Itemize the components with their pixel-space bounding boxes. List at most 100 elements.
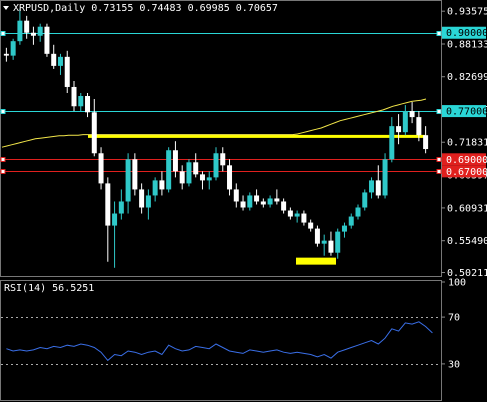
- candle-4: [30, 26, 36, 45]
- candle-24: [166, 147, 172, 193]
- candle-35: [240, 195, 246, 211]
- rsi-series-line: [6, 321, 433, 362]
- candle-41: [281, 198, 287, 214]
- candle-body: [375, 180, 381, 196]
- candle-20: [139, 183, 145, 214]
- rsi-line: [6, 321, 433, 362]
- candle-28: [193, 153, 199, 178]
- level-label-box: [442, 26, 486, 39]
- candle-46: [314, 225, 320, 247]
- candle-body: [355, 207, 361, 217]
- level-handle-right-0.77000: [436, 109, 442, 114]
- price-axis: 0.935750.881330.826990.772650.718310.663…: [441, 7, 487, 279]
- rsi-panel-frame: [0, 280, 442, 401]
- rsi-reference-levels: [1, 317, 441, 365]
- candle-body: [139, 189, 145, 208]
- candle-61: [416, 111, 422, 142]
- price-tick-label: 0.71831: [447, 138, 487, 149]
- candle-57: [389, 117, 395, 163]
- candle-45: [308, 219, 314, 232]
- candle-body: [71, 86, 77, 107]
- collapse-arrow-icon[interactable]: [3, 6, 9, 10]
- level-label-text: 0.90000: [446, 28, 487, 39]
- candle-body: [287, 210, 293, 217]
- candle-44: [301, 210, 307, 226]
- moving-average-line: [1, 98, 427, 148]
- highlight-zone-0: [88, 134, 425, 138]
- candle-14: [98, 147, 104, 190]
- candle-52: [355, 204, 361, 220]
- candle-10: [71, 80, 77, 112]
- candle-body: [267, 198, 273, 205]
- rsi-tick-label: 30: [448, 359, 460, 370]
- candle-body: [362, 192, 368, 208]
- candle-58: [396, 114, 402, 145]
- candlestick-series: [3, 8, 429, 268]
- candle-32: [220, 147, 226, 172]
- candle-3: [24, 15, 30, 39]
- candle-53: [362, 189, 368, 211]
- candle-body: [227, 165, 233, 190]
- candle-body: [30, 32, 36, 36]
- level-handle-left-0.69000: [0, 157, 6, 162]
- candle-body: [423, 135, 429, 150]
- candle-body: [254, 195, 260, 202]
- rsi-axis: 100 70 30: [441, 278, 466, 370]
- candle-body: [172, 150, 178, 172]
- candle-15: [105, 177, 111, 262]
- candle-body: [199, 174, 205, 181]
- level-label-text: 0.67000: [446, 167, 487, 178]
- candle-18: [125, 153, 131, 214]
- candle-body: [179, 171, 185, 184]
- rsi-tick-label: 70: [448, 313, 460, 324]
- candle-56: [382, 153, 388, 199]
- price-tick-label: 0.60931: [447, 203, 487, 214]
- price-header-text: XRPUSD,Daily 0.73155 0.74483 0.69985 0.7…: [13, 3, 278, 14]
- candle-body: [206, 177, 212, 181]
- candle-39: [267, 195, 273, 208]
- candle-48: [328, 231, 334, 256]
- candle-50: [341, 222, 347, 238]
- candle-12: [85, 93, 91, 118]
- level-label-text: 0.69000: [446, 155, 487, 166]
- candle-42: [287, 207, 293, 220]
- candle-body: [145, 195, 151, 208]
- price-tick-label: 0.88133: [447, 39, 487, 50]
- level-handle-right-0.69000: [436, 157, 442, 162]
- candle-body: [159, 180, 165, 190]
- candle-body: [44, 26, 50, 54]
- candle-38: [260, 198, 266, 208]
- candle-2: [17, 8, 23, 45]
- highlight-zone-1: [296, 257, 336, 265]
- candle-27: [186, 159, 192, 187]
- candle-body: [193, 162, 199, 175]
- candle-21: [145, 189, 151, 220]
- highlight-zones: [88, 134, 425, 265]
- candle-body: [233, 189, 239, 202]
- level-label-box: [442, 105, 486, 118]
- candle-body: [389, 126, 395, 160]
- candle-body: [186, 162, 192, 184]
- candle-26: [179, 165, 185, 190]
- candle-body: [64, 56, 70, 87]
- candle-33: [227, 159, 233, 196]
- candle-16: [112, 201, 118, 268]
- moving-average: [1, 98, 427, 148]
- candle-body: [98, 153, 104, 184]
- price-tick-label: 0.50211: [447, 268, 487, 279]
- candle-body: [402, 111, 408, 133]
- candle-body: [91, 112, 97, 154]
- candle-0: [3, 47, 9, 62]
- candle-62: [423, 126, 429, 154]
- candle-body: [213, 153, 219, 178]
- candle-36: [247, 192, 253, 211]
- candle-40: [274, 189, 280, 205]
- candle-7: [51, 44, 57, 69]
- level-handle-left-0.90000: [0, 31, 6, 36]
- price-tick-label: 0.82699: [447, 72, 487, 83]
- candle-body: [220, 153, 226, 166]
- candle-body: [51, 53, 57, 66]
